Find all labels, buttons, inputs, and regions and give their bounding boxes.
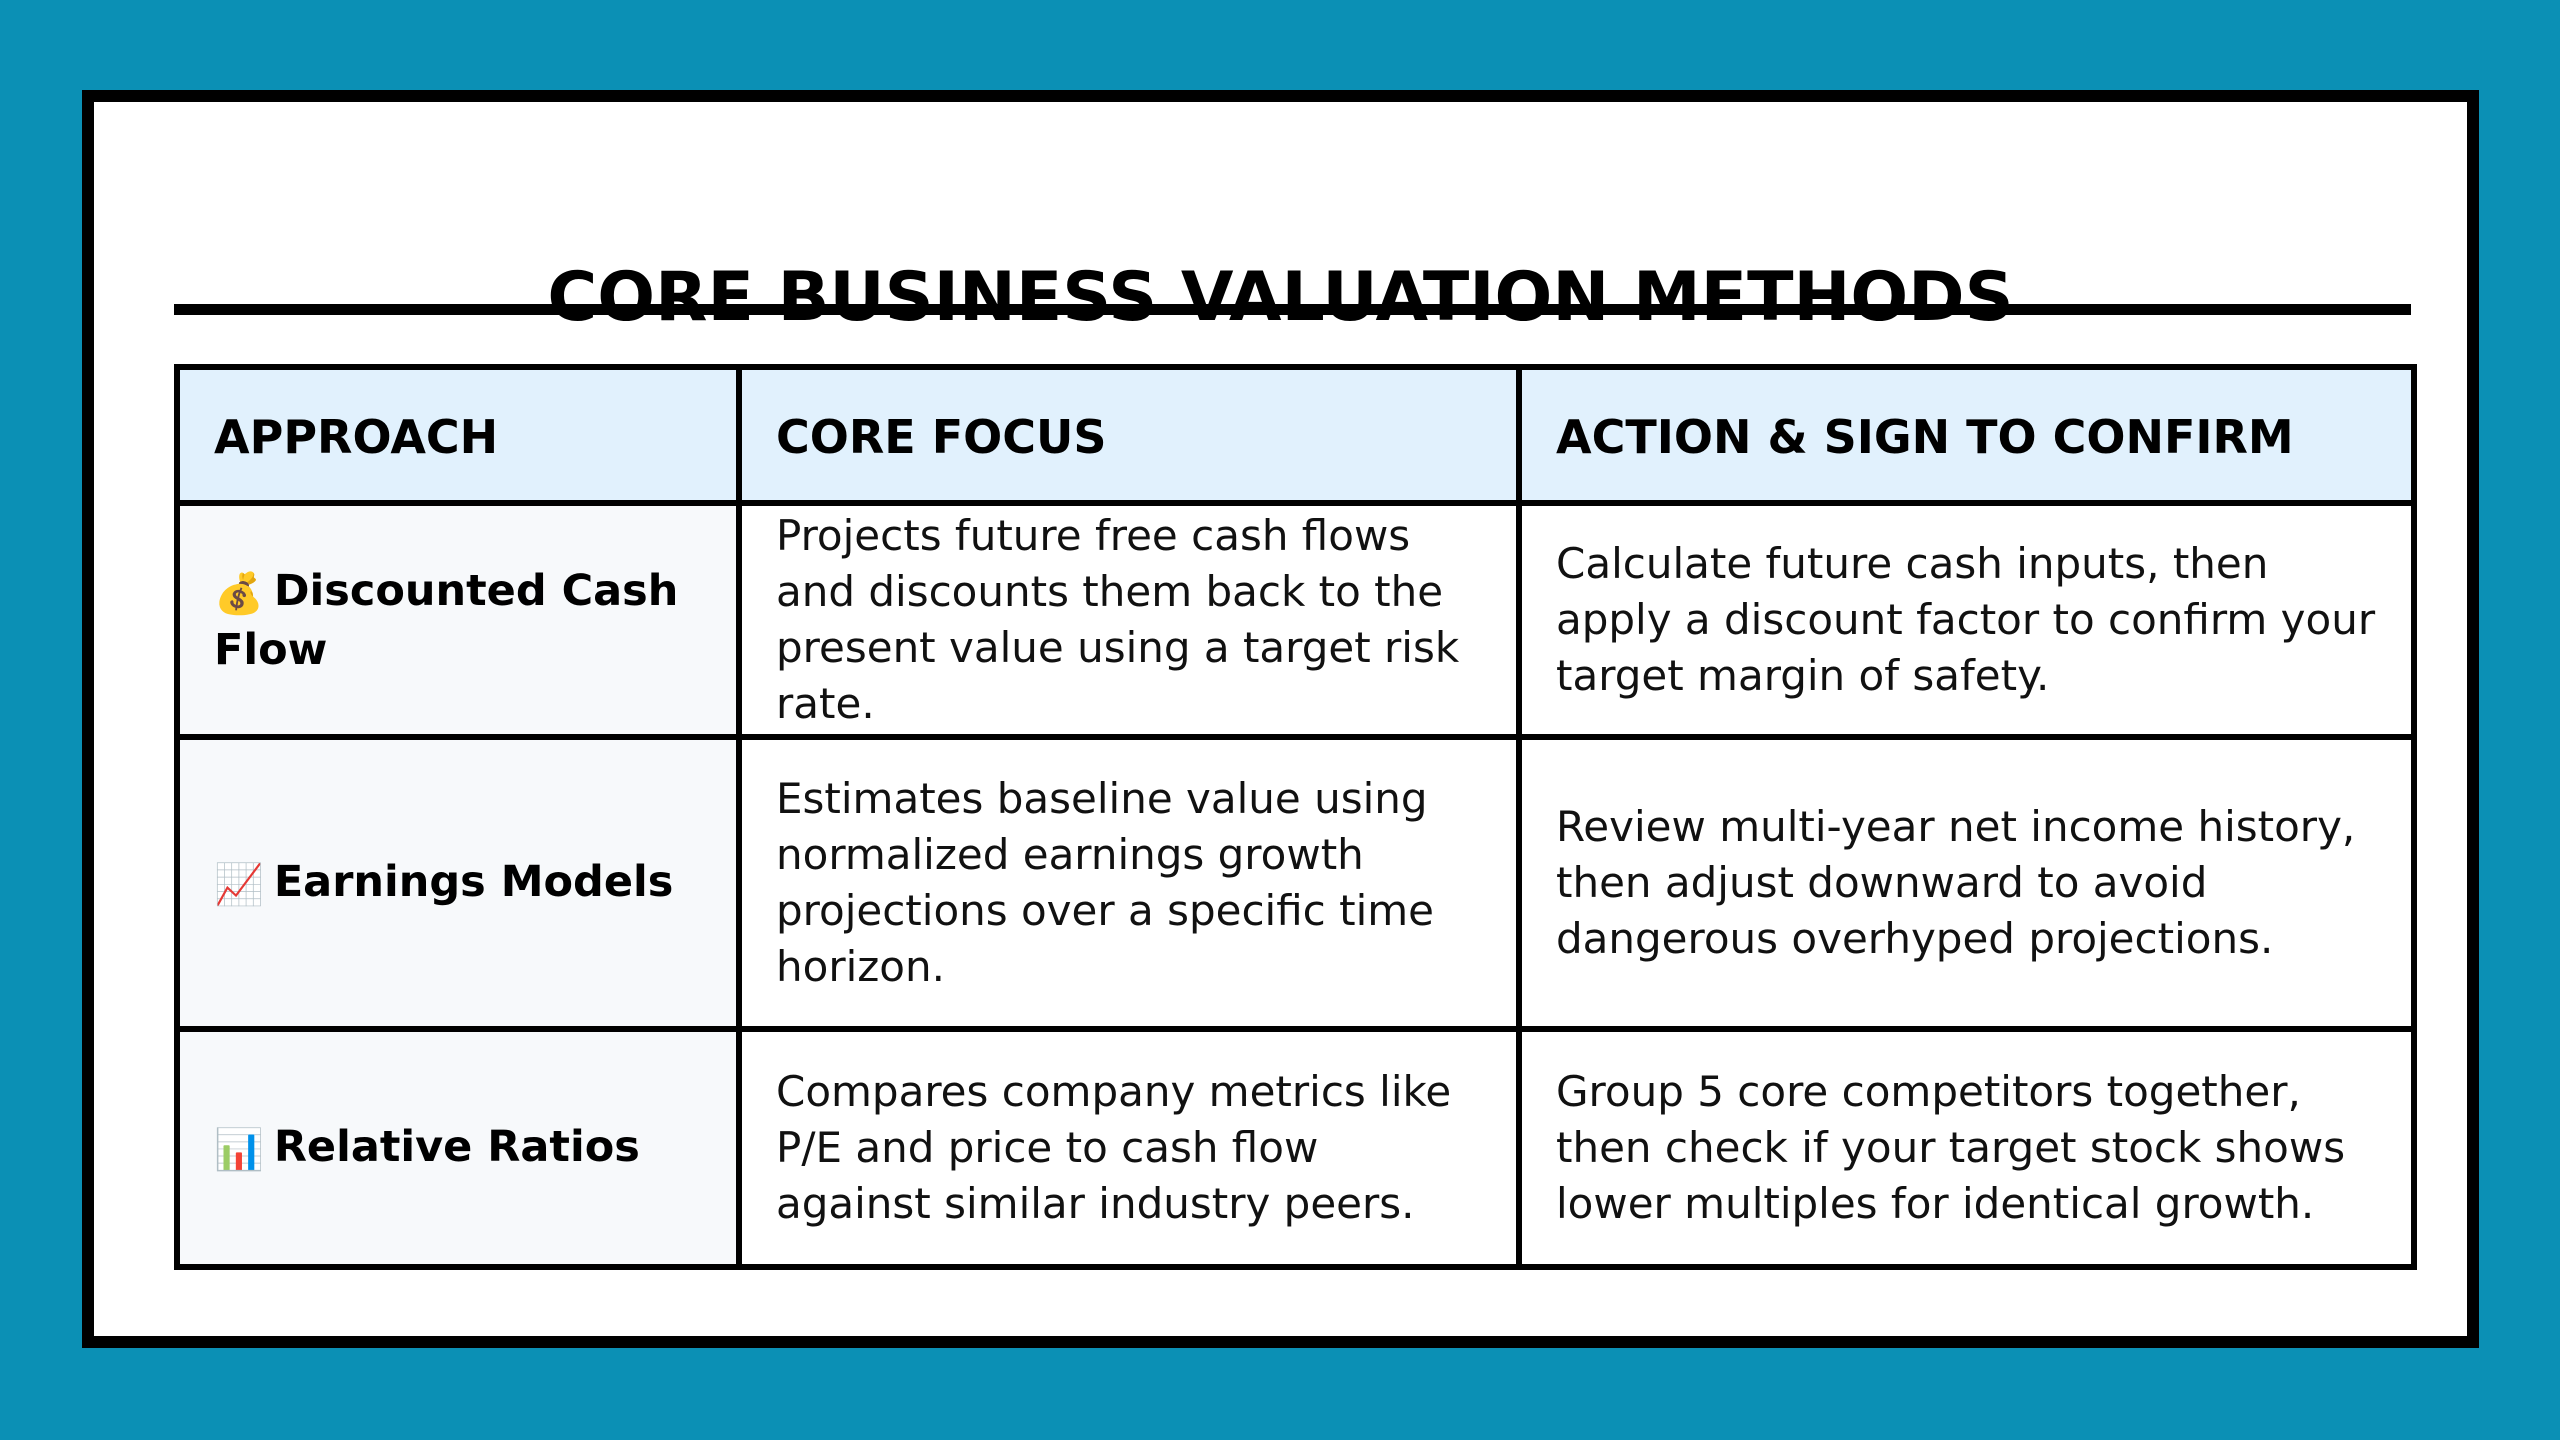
chart-increasing-icon: 📈 — [214, 861, 264, 908]
valuation-card: CORE BUSINESS VALUATION METHODS APPROACH… — [82, 90, 2479, 1348]
action-cell: Calculate future cash inputs, then apply… — [1516, 500, 2417, 740]
table-header-row: APPROACH CORE FOCUS ACTION & SIGN TO CON… — [174, 364, 2417, 506]
bar-chart-icon: 📊 — [214, 1126, 264, 1173]
approach-label: Earnings Models — [273, 856, 674, 907]
column-header-core-focus: CORE FOCUS — [736, 364, 1522, 506]
table-row: 📊 Relative Ratios Compares company metric… — [174, 1026, 2417, 1270]
approach-label: Relative Ratios — [273, 1121, 640, 1172]
column-header-approach: APPROACH — [174, 364, 742, 506]
core-focus-cell: Compares company metrics like P/E and pr… — [736, 1026, 1522, 1270]
table-row: 💰 Discounted Cash Flow Projects future fr… — [174, 500, 2417, 740]
column-header-action: ACTION & SIGN TO CONFIRM — [1516, 364, 2417, 506]
action-cell: Group 5 core competitors together, then … — [1516, 1026, 2417, 1270]
core-focus-cell: Estimates baseline value using normalize… — [736, 734, 1522, 1032]
action-cell: Review multi-year net income history, th… — [1516, 734, 2417, 1032]
approach-label: Discounted Cash Flow — [214, 565, 679, 675]
page-title: CORE BUSINESS VALUATION METHODS — [547, 258, 2014, 337]
title-divider — [174, 304, 2411, 315]
approach-cell: 💰 Discounted Cash Flow — [174, 500, 742, 740]
core-focus-cell: Projects future free cash flows and disc… — [736, 500, 1522, 740]
approach-cell: 📈 Earnings Models — [174, 734, 742, 1032]
table-row: 📈 Earnings Models Estimates baseline valu… — [174, 734, 2417, 1032]
valuation-methods-table: APPROACH CORE FOCUS ACTION & SIGN TO CON… — [174, 364, 2417, 1270]
approach-cell: 📊 Relative Ratios — [174, 1026, 742, 1270]
money-bag-icon: 💰 — [214, 570, 264, 617]
